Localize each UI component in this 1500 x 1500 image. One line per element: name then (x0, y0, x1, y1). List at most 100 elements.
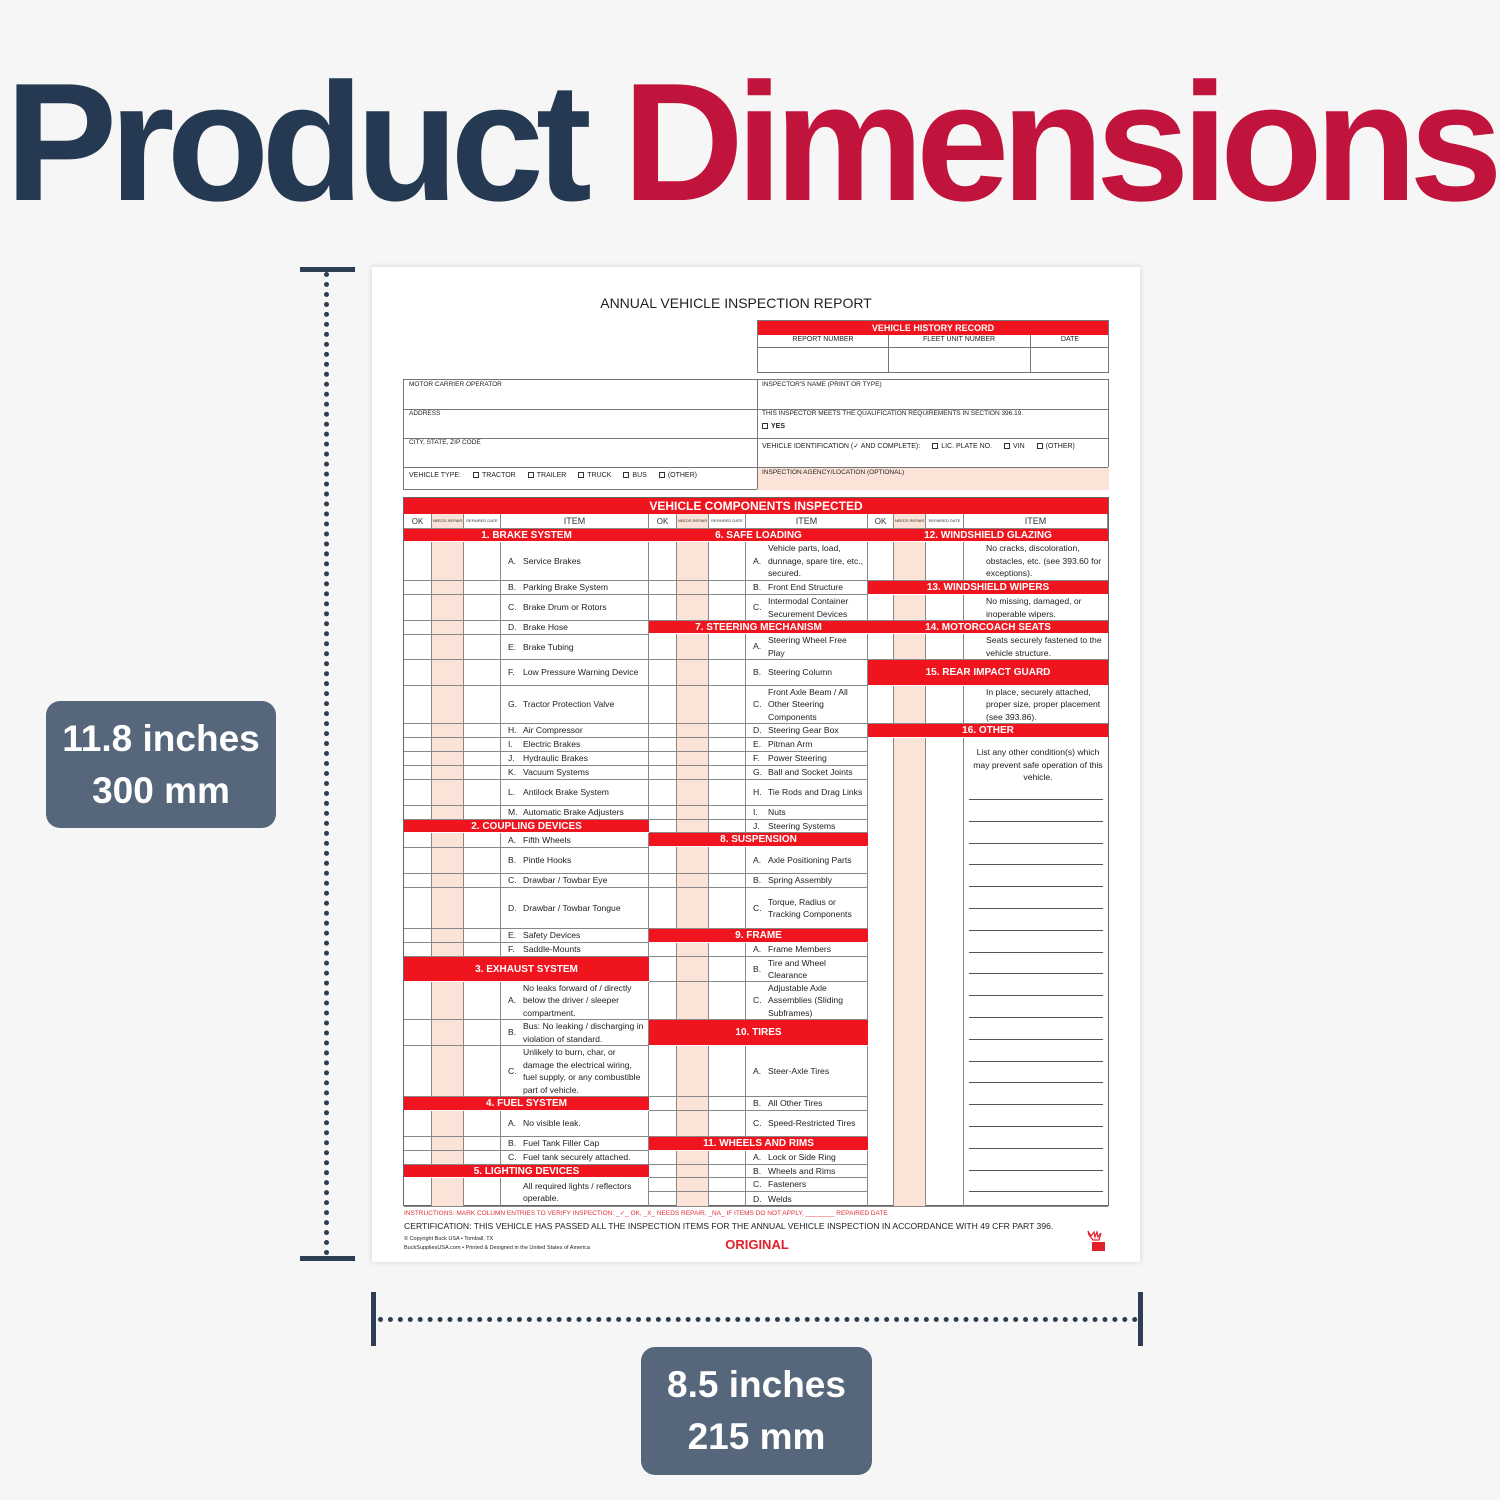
needs-cell[interactable] (432, 929, 464, 943)
address-field[interactable]: ADDRESS (409, 410, 441, 417)
repaired-cell[interactable] (926, 738, 964, 1207)
repaired-cell[interactable] (464, 1151, 501, 1165)
ok-cell[interactable] (868, 634, 894, 660)
needs-cell[interactable] (432, 780, 464, 806)
needs-cell[interactable] (432, 635, 464, 660)
needs-cell[interactable] (432, 888, 464, 929)
ok-cell[interactable] (404, 806, 432, 820)
ok-cell[interactable] (649, 1097, 677, 1111)
repaired-cell[interactable] (464, 833, 501, 848)
repaired-cell[interactable] (464, 686, 501, 724)
needs-cell[interactable] (432, 982, 464, 1020)
needs-cell[interactable] (677, 634, 709, 660)
repaired-cell[interactable] (464, 1046, 501, 1097)
needs-cell[interactable] (432, 660, 464, 686)
repaired-cell[interactable] (709, 686, 746, 724)
ok-cell[interactable] (404, 724, 432, 738)
repaired-cell[interactable] (464, 929, 501, 943)
ok-cell[interactable] (404, 1151, 432, 1165)
repaired-cell[interactable] (464, 542, 501, 581)
repaired-cell[interactable] (464, 943, 501, 957)
needs-cell[interactable] (677, 1192, 709, 1207)
ok-cell[interactable] (404, 738, 432, 752)
needs-cell[interactable] (677, 724, 709, 738)
repaired-cell[interactable] (464, 1020, 501, 1046)
ok-cell[interactable] (404, 595, 432, 621)
repaired-cell[interactable] (464, 982, 501, 1020)
needs-cell[interactable] (432, 1151, 464, 1165)
repaired-cell[interactable] (926, 542, 964, 581)
needs-cell[interactable] (677, 982, 709, 1020)
ok-cell[interactable] (404, 752, 432, 766)
ok-cell[interactable] (649, 957, 677, 982)
ok-cell[interactable] (404, 686, 432, 724)
ok-cell[interactable] (404, 621, 432, 635)
ok-cell[interactable] (649, 1046, 677, 1097)
checkbox[interactable] (473, 472, 480, 479)
needs-cell[interactable] (677, 1111, 709, 1137)
ok-cell[interactable] (404, 982, 432, 1020)
ok-cell[interactable] (404, 1178, 432, 1207)
ok-cell[interactable] (404, 1111, 432, 1137)
ok-cell[interactable] (404, 929, 432, 943)
repaired-cell[interactable] (709, 542, 746, 581)
writing-line[interactable] (969, 1126, 1103, 1127)
checkbox[interactable] (1036, 443, 1043, 450)
needs-cell[interactable] (677, 780, 709, 806)
needs-cell[interactable] (677, 1097, 709, 1111)
ok-cell[interactable] (404, 581, 432, 595)
repaired-cell[interactable] (709, 780, 746, 806)
needs-cell[interactable] (432, 1020, 464, 1046)
repaired-cell[interactable] (709, 820, 746, 833)
needs-cell[interactable] (432, 806, 464, 820)
repaired-cell[interactable] (464, 738, 501, 752)
needs-cell[interactable] (677, 806, 709, 820)
ok-cell[interactable] (649, 581, 677, 595)
writing-line[interactable] (969, 995, 1103, 997)
repaired-cell[interactable] (464, 766, 501, 780)
writing-line[interactable] (969, 1038, 1103, 1040)
repaired-cell[interactable] (464, 595, 501, 621)
writing-line[interactable] (969, 908, 1103, 909)
needs-cell[interactable] (677, 686, 709, 724)
repaired-cell[interactable] (926, 634, 964, 660)
writing-line[interactable] (969, 842, 1103, 844)
needs-cell[interactable] (677, 542, 709, 581)
repaired-cell[interactable] (464, 1111, 501, 1137)
repaired-cell[interactable] (464, 581, 501, 595)
ok-cell[interactable] (649, 1111, 677, 1137)
repaired-cell[interactable] (709, 724, 746, 738)
ok-cell[interactable] (404, 766, 432, 780)
repaired-cell[interactable] (464, 1137, 501, 1151)
inspector-name-field[interactable]: INSPECTOR'S NAME (PRINT OR TYPE) (762, 381, 882, 388)
ok-cell[interactable] (404, 780, 432, 806)
needs-cell[interactable] (432, 686, 464, 724)
repaired-cell[interactable] (464, 621, 501, 635)
repaired-cell[interactable] (926, 595, 964, 621)
writing-line[interactable] (969, 1060, 1103, 1062)
repaired-cell[interactable] (464, 780, 501, 806)
repaired-cell[interactable] (464, 806, 501, 820)
writing-line[interactable] (969, 1147, 1103, 1149)
ok-cell[interactable] (868, 595, 894, 621)
needs-cell[interactable] (894, 634, 926, 660)
needs-cell[interactable] (432, 1111, 464, 1137)
repaired-cell[interactable] (464, 660, 501, 686)
writing-line[interactable] (969, 951, 1103, 953)
writing-line[interactable] (969, 973, 1103, 975)
needs-cell[interactable] (677, 957, 709, 982)
ok-cell[interactable] (649, 982, 677, 1020)
ok-cell[interactable] (649, 1151, 677, 1165)
needs-cell[interactable] (432, 943, 464, 957)
checkbox[interactable] (658, 472, 665, 479)
ok-cell[interactable] (649, 766, 677, 780)
ok-cell[interactable] (649, 780, 677, 806)
ok-cell[interactable] (404, 874, 432, 888)
ok-cell[interactable] (649, 595, 677, 621)
needs-cell[interactable] (432, 581, 464, 595)
ok-cell[interactable] (649, 752, 677, 766)
repaired-cell[interactable] (464, 752, 501, 766)
writing-line[interactable] (969, 864, 1103, 866)
checkbox[interactable] (623, 472, 630, 479)
repaired-cell[interactable] (709, 738, 746, 752)
